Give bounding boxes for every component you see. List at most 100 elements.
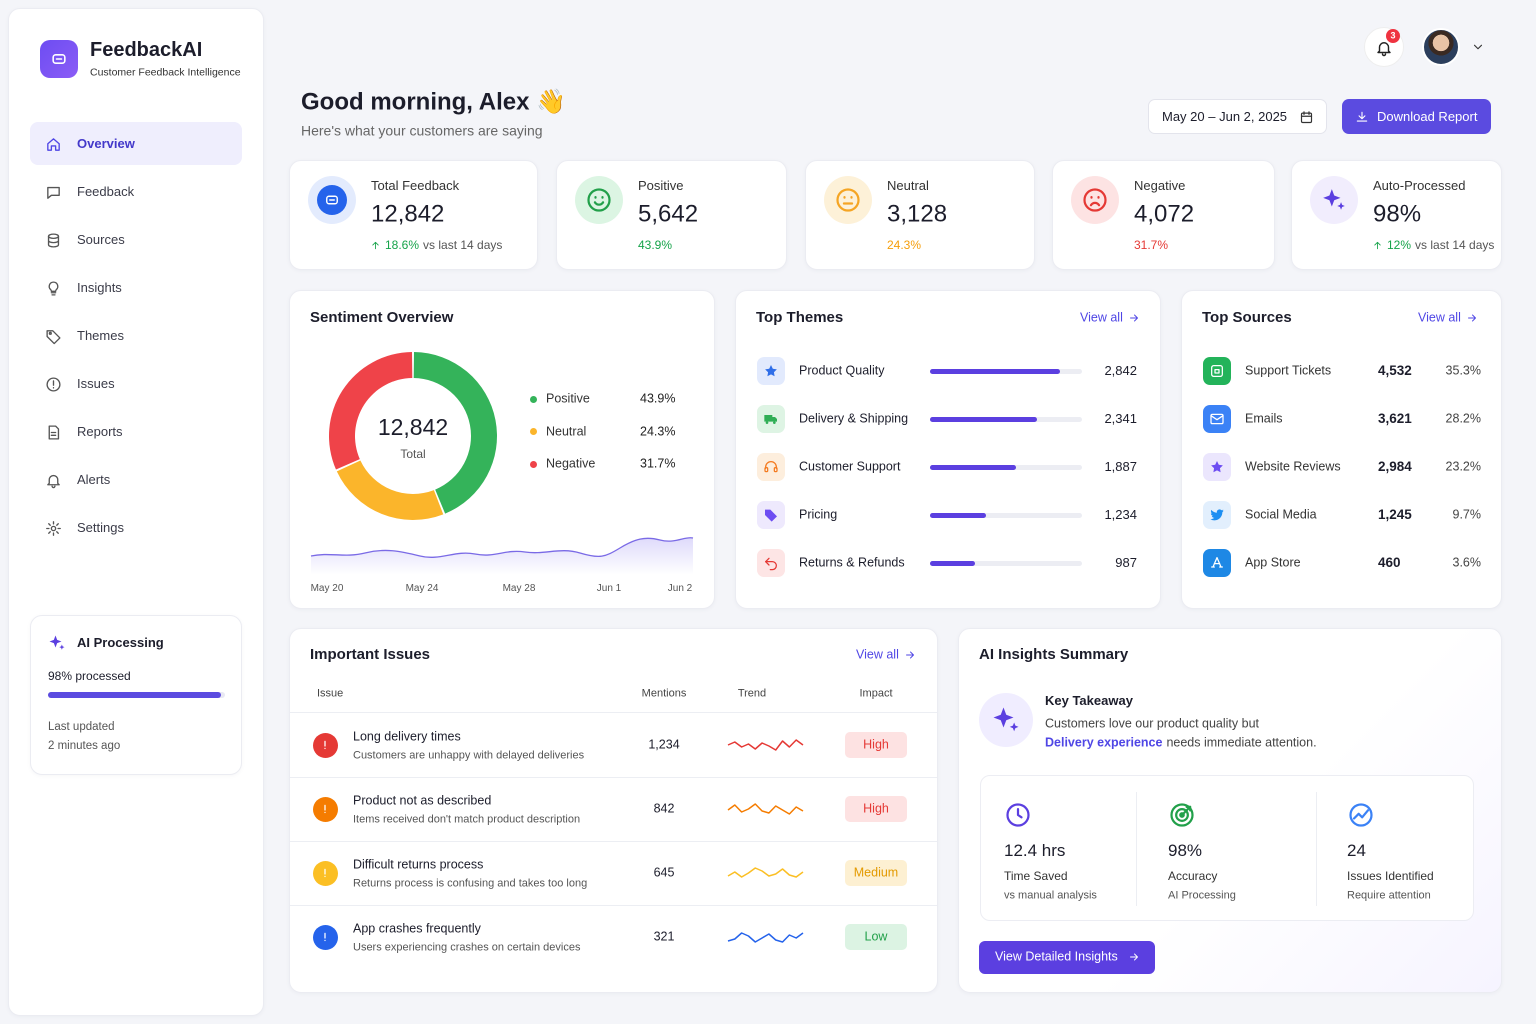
takeaway-title: Key Takeaway xyxy=(1045,693,1133,709)
view-all-arrow xyxy=(1130,314,1138,322)
nav-icon xyxy=(48,424,59,440)
nav-label[interactable]: Issues xyxy=(77,376,115,392)
theme-bar-track xyxy=(930,560,1082,566)
date-picker[interactable] xyxy=(1148,99,1327,134)
view-all[interactable]: View all xyxy=(856,647,899,662)
kpi-label: Total Feedback xyxy=(371,178,460,194)
theme-value: 1,887 xyxy=(1104,459,1137,475)
impact-label: Medium xyxy=(853,865,899,880)
icon-part xyxy=(45,329,61,344)
avatar[interactable] xyxy=(1422,28,1460,66)
issue-mentions: 842 xyxy=(653,801,675,816)
nav-label[interactable]: Sources xyxy=(77,232,125,248)
icon-part xyxy=(46,137,60,151)
theme-bar xyxy=(930,416,1038,422)
issue-icon xyxy=(324,932,326,942)
divider xyxy=(290,777,937,778)
nav-label[interactable]: Settings xyxy=(77,520,124,536)
download-label[interactable]: Download Report xyxy=(1377,109,1478,125)
card-title: Important Issues xyxy=(310,646,431,663)
issue-description: Returns process is confusing and takes t… xyxy=(353,877,588,890)
nav-label[interactable]: Themes xyxy=(77,328,124,344)
source-share: 35.3% xyxy=(1445,363,1481,378)
theme-name: Pricing xyxy=(799,507,838,522)
impact-pill xyxy=(845,860,907,886)
legend-name: Positive xyxy=(546,391,590,406)
icon-part xyxy=(59,644,65,650)
view-all-arrow xyxy=(1468,314,1476,322)
kpi-delta-note: vs last 14 days xyxy=(1415,237,1495,252)
source-icon xyxy=(1211,461,1223,473)
icon-part xyxy=(1210,415,1224,421)
takeaway-line: Delivery experience needs immediate atten… xyxy=(1045,736,1317,751)
source-icon-bg xyxy=(1203,357,1231,385)
nav-label[interactable]: Reports xyxy=(77,424,123,440)
kpi-delta-note: vs last 14 days xyxy=(423,237,503,252)
download-button[interactable] xyxy=(1342,99,1491,134)
sentiment-card xyxy=(289,290,715,609)
kpi-delta: 31.7% xyxy=(1134,237,1169,252)
icon-part xyxy=(1089,195,1101,207)
insights-button-label[interactable]: View Detailed Insights xyxy=(995,949,1118,964)
nav-item[interactable] xyxy=(30,458,242,501)
nav-item[interactable] xyxy=(30,122,242,165)
source-name: App Store xyxy=(1245,555,1301,570)
stats-box xyxy=(980,775,1474,921)
impact-pill xyxy=(845,796,907,822)
theme-name: Returns & Refunds xyxy=(799,555,905,570)
theme-value: 2,842 xyxy=(1104,363,1137,379)
date-label: Jun 1 xyxy=(596,583,622,594)
source-icon xyxy=(1210,509,1224,521)
icon-part xyxy=(1180,805,1192,817)
icon-part xyxy=(993,707,1014,728)
theme-icon-bg xyxy=(757,453,785,481)
insights-button[interactable] xyxy=(979,941,1155,974)
stat-label: Issues Identified xyxy=(1347,868,1434,883)
legend-dot xyxy=(529,395,537,403)
icon-part xyxy=(1211,365,1223,377)
date-range[interactable]: May 20 – Jun 2, 2025 xyxy=(1162,109,1288,125)
view-all[interactable]: View all xyxy=(1418,310,1461,325)
legend-name: Negative xyxy=(546,456,596,471)
nav-item[interactable] xyxy=(30,218,242,261)
source-icon xyxy=(1211,365,1223,377)
nav-item[interactable] xyxy=(30,314,242,357)
nav-item[interactable] xyxy=(30,506,242,549)
nav-item[interactable] xyxy=(30,170,242,213)
column-header: Issue xyxy=(317,687,344,700)
divider xyxy=(290,712,937,713)
nav-label[interactable]: Overview xyxy=(77,136,135,152)
nav-item[interactable] xyxy=(30,362,242,405)
nav-item[interactable] xyxy=(30,410,242,453)
theme-icon xyxy=(765,509,777,522)
source-icon xyxy=(1211,557,1223,568)
icon-part xyxy=(593,195,605,206)
issue-mentions: 1,234 xyxy=(648,737,680,752)
view-all[interactable]: View all xyxy=(1080,310,1123,325)
greeting-subtitle: Here's what your customers are saying xyxy=(301,122,543,139)
stats-divider xyxy=(1316,792,1317,906)
icon-part xyxy=(1083,188,1107,212)
icon-part xyxy=(1349,803,1373,827)
nav-item[interactable] xyxy=(30,266,242,309)
nav-label[interactable]: Feedback xyxy=(77,184,135,200)
brand-name: FeedbackAI xyxy=(90,39,203,61)
nav-label[interactable]: Insights xyxy=(77,280,122,296)
issue-title: Long delivery times xyxy=(353,729,461,744)
theme-bar xyxy=(930,512,987,518)
stat-icon xyxy=(1349,803,1373,827)
kpi-label: Positive xyxy=(638,178,684,194)
legend-dot xyxy=(529,428,537,435)
nav-label[interactable]: Alerts xyxy=(77,472,111,488)
issue-icon xyxy=(324,740,326,750)
source-count: 1,245 xyxy=(1378,506,1412,522)
icon-part xyxy=(1130,314,1138,322)
nav-icon xyxy=(46,474,60,488)
icon-part xyxy=(1377,42,1391,54)
icon-part xyxy=(45,520,61,536)
issue-icon xyxy=(324,868,326,878)
kpi-icon xyxy=(587,188,611,212)
icon-part xyxy=(1210,509,1224,521)
insights-button-arrow xyxy=(1130,953,1138,961)
bell-button[interactable] xyxy=(1364,27,1404,67)
